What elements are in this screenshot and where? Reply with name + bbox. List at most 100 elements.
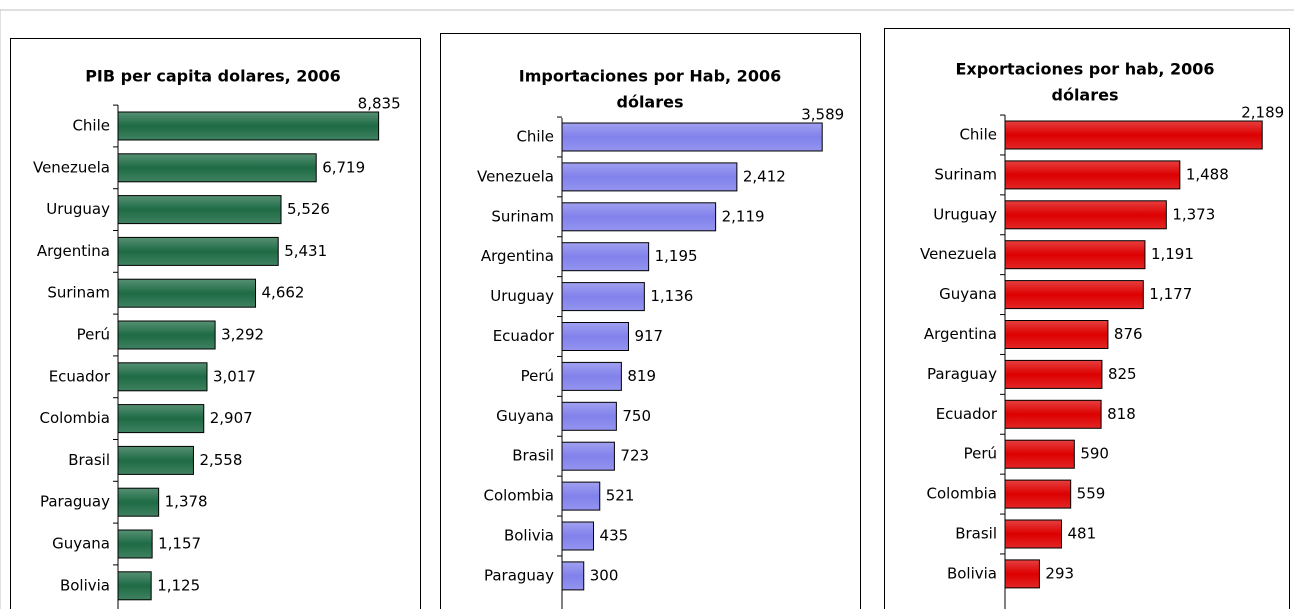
category-label: Perú xyxy=(77,326,110,344)
value-label: 1,195 xyxy=(655,247,698,265)
value-label: 819 xyxy=(627,367,656,385)
bar xyxy=(561,361,622,391)
category-label: Colombia xyxy=(927,485,998,503)
value-label: 818 xyxy=(1107,405,1136,423)
category-label: Brasil xyxy=(68,451,110,469)
chart-title: PIB per capita dolares, 2006 xyxy=(85,67,341,86)
value-label: 2,558 xyxy=(199,451,242,469)
bar xyxy=(1004,519,1063,549)
value-label: 5,431 xyxy=(284,242,327,260)
chart-title: Exportaciones por hab, 2006 xyxy=(955,60,1214,79)
category-label: Bolivia xyxy=(60,576,110,594)
bar xyxy=(1004,200,1167,230)
value-label: 1,177 xyxy=(1149,285,1192,303)
bar xyxy=(117,278,257,308)
category-label: Chile xyxy=(959,126,997,144)
bar xyxy=(1004,120,1263,150)
bar xyxy=(561,282,645,312)
value-label: 1,157 xyxy=(158,535,201,553)
bar xyxy=(117,445,194,475)
category-label: Surinam xyxy=(47,284,110,302)
category-label: Argentina xyxy=(481,247,554,265)
value-label: 1,125 xyxy=(157,576,200,594)
bar xyxy=(561,521,595,551)
category-label: Guyana xyxy=(52,535,110,553)
value-label: 435 xyxy=(600,527,629,545)
category-label: Chile xyxy=(516,128,554,146)
bar xyxy=(117,404,205,434)
value-label: 559 xyxy=(1077,485,1106,503)
category-label: Argentina xyxy=(37,242,110,260)
bar xyxy=(117,571,152,601)
value-label: 917 xyxy=(634,327,663,345)
bar xyxy=(561,242,650,272)
category-label: Guyana xyxy=(939,285,997,303)
bar xyxy=(117,236,279,266)
value-label: 3,292 xyxy=(221,326,264,344)
value-label: 3,017 xyxy=(213,367,256,385)
value-label: 6,719 xyxy=(322,158,365,176)
value-label: 293 xyxy=(1045,564,1074,582)
value-label: 521 xyxy=(606,487,635,505)
category-label: Venezuela xyxy=(477,167,554,185)
bar xyxy=(1004,479,1072,509)
value-label: 723 xyxy=(620,447,649,465)
bar xyxy=(117,320,216,350)
category-label: Ecuador xyxy=(49,367,111,385)
category-label: Uruguay xyxy=(490,287,554,305)
bar xyxy=(117,362,208,392)
category-label: Ecuador xyxy=(493,327,555,345)
chart-title: dólares xyxy=(1052,86,1119,105)
category-label: Uruguay xyxy=(46,200,110,218)
value-label: 2,119 xyxy=(722,207,765,225)
value-label: 1,378 xyxy=(165,493,208,511)
bar xyxy=(561,162,738,192)
category-label: Venezuela xyxy=(33,158,110,176)
bar xyxy=(561,441,615,471)
value-label: 4,662 xyxy=(262,284,305,302)
value-label: 5,526 xyxy=(287,200,330,218)
bar xyxy=(1004,359,1103,389)
bar xyxy=(117,529,153,559)
category-label: Brasil xyxy=(955,525,997,543)
category-label: Bolivia xyxy=(504,527,554,545)
bar xyxy=(561,202,717,232)
category-label: Ecuador xyxy=(936,405,998,423)
category-label: Venezuela xyxy=(920,245,997,263)
value-label: 590 xyxy=(1080,445,1109,463)
chart-title: Importaciones por Hab, 2006 xyxy=(519,67,781,86)
value-label: 1,136 xyxy=(650,287,693,305)
value-label: 750 xyxy=(622,407,651,425)
value-label: 2,189 xyxy=(1241,104,1284,122)
bar xyxy=(561,401,617,431)
category-label: Argentina xyxy=(924,325,997,343)
bar xyxy=(117,487,160,517)
category-label: Paraguay xyxy=(40,493,110,511)
category-label: Perú xyxy=(964,445,997,463)
bar xyxy=(561,322,629,351)
category-label: Perú xyxy=(521,367,554,385)
category-label: Brasil xyxy=(512,447,554,465)
category-label: Uruguay xyxy=(933,205,997,223)
bar xyxy=(561,481,601,511)
category-label: Guyana xyxy=(496,407,554,425)
category-label: Paraguay xyxy=(927,365,997,383)
value-label: 3,589 xyxy=(801,106,844,124)
panel xyxy=(440,33,861,609)
value-label: 481 xyxy=(1068,525,1097,543)
category-label: Colombia xyxy=(484,487,555,505)
panel xyxy=(884,28,1290,609)
bar xyxy=(1004,240,1146,270)
category-label: Paraguay xyxy=(484,566,554,584)
category-label: Colombia xyxy=(40,409,111,427)
bar xyxy=(561,122,823,152)
value-label: 2,907 xyxy=(210,409,253,427)
value-label: 8,835 xyxy=(358,95,401,113)
bar xyxy=(1004,280,1144,310)
chart-title: dólares xyxy=(617,93,684,112)
category-label: Surinam xyxy=(934,165,997,183)
bar xyxy=(117,153,317,183)
bar xyxy=(1004,160,1181,190)
category-label: Chile xyxy=(72,117,110,135)
